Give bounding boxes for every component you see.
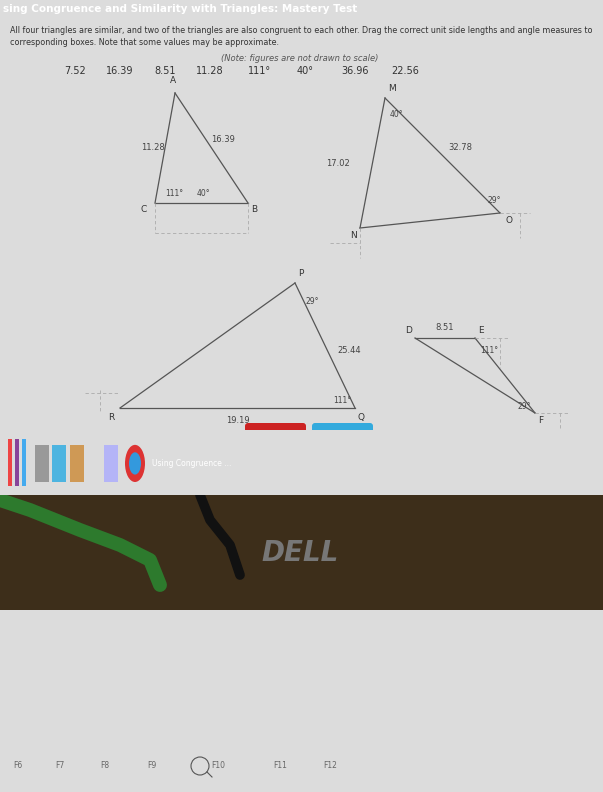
Text: 19.19: 19.19 [226, 416, 249, 425]
Bar [0, 495, 603, 610]
Bar [35, 445, 49, 482]
Text: 29°: 29° [305, 297, 318, 306]
Text: 40°: 40° [197, 189, 210, 198]
Text: 36.96: 36.96 [341, 66, 369, 76]
Text: F10: F10 [211, 761, 225, 771]
Text: N: N [350, 231, 357, 240]
Text: O: O [505, 216, 512, 225]
Bar [70, 445, 84, 482]
Text: sing Congruence and Similarity with Triangles: Mastery Test: sing Congruence and Similarity with Tria… [3, 4, 357, 14]
Text: 7.52: 7.52 [64, 66, 86, 76]
Text: 29°: 29° [488, 196, 502, 205]
Text: 111°: 111° [333, 396, 351, 405]
Text: F: F [538, 416, 543, 425]
Text: 8.51: 8.51 [436, 323, 454, 332]
Text: F9: F9 [147, 761, 157, 771]
Text: 8.51: 8.51 [154, 66, 175, 76]
Text: R: R [108, 413, 114, 422]
Text: F8: F8 [101, 761, 110, 771]
Bar [87, 445, 101, 482]
Text: 25.44: 25.44 [337, 346, 361, 355]
Text: F7: F7 [55, 761, 65, 771]
Bar [22, 440, 26, 485]
Text: A: A [170, 76, 176, 85]
Bar [8, 440, 12, 485]
Text: (Note: figures are not drawn to scale): (Note: figures are not drawn to scale) [221, 54, 379, 63]
Text: E: E [478, 326, 484, 335]
Text: D: D [405, 326, 412, 335]
Text: 111°: 111° [248, 66, 271, 76]
Text: F12: F12 [323, 761, 337, 771]
Text: M: M [388, 84, 396, 93]
Text: 111°: 111° [165, 189, 183, 198]
Text: Using Congruence ...: Using Congruence ... [152, 459, 232, 468]
Text: All four triangles are similar, and two of the triangles are also congruent to e: All four triangles are similar, and two … [10, 26, 593, 35]
Text: DELL: DELL [261, 539, 339, 567]
Text: 16.39: 16.39 [106, 66, 134, 76]
FancyBboxPatch shape [245, 423, 306, 445]
Text: 29°: 29° [517, 402, 531, 411]
Text: F11: F11 [273, 761, 287, 771]
Bar [15, 440, 19, 485]
Text: B: B [251, 205, 257, 214]
Text: 11.28: 11.28 [196, 66, 224, 76]
Text: 11.28: 11.28 [141, 143, 165, 153]
Bar [104, 445, 118, 482]
Circle shape [129, 452, 141, 474]
Text: 40°: 40° [390, 110, 403, 119]
Text: Q: Q [358, 413, 365, 422]
Text: 40°: 40° [297, 66, 314, 76]
Text: 32.78: 32.78 [449, 143, 473, 152]
Text: 111°: 111° [480, 346, 498, 355]
Text: F6: F6 [13, 761, 23, 771]
Text: 22.56: 22.56 [391, 66, 419, 76]
FancyBboxPatch shape [312, 423, 373, 445]
Text: 17.02: 17.02 [326, 158, 350, 167]
Circle shape [125, 445, 145, 482]
Text: corresponding boxes. Note that some values may be approximate.: corresponding boxes. Note that some valu… [10, 38, 279, 47]
Bar [52, 445, 66, 482]
Text: P: P [298, 269, 303, 278]
Text: C: C [140, 205, 147, 214]
Text: 16.39: 16.39 [212, 135, 235, 144]
